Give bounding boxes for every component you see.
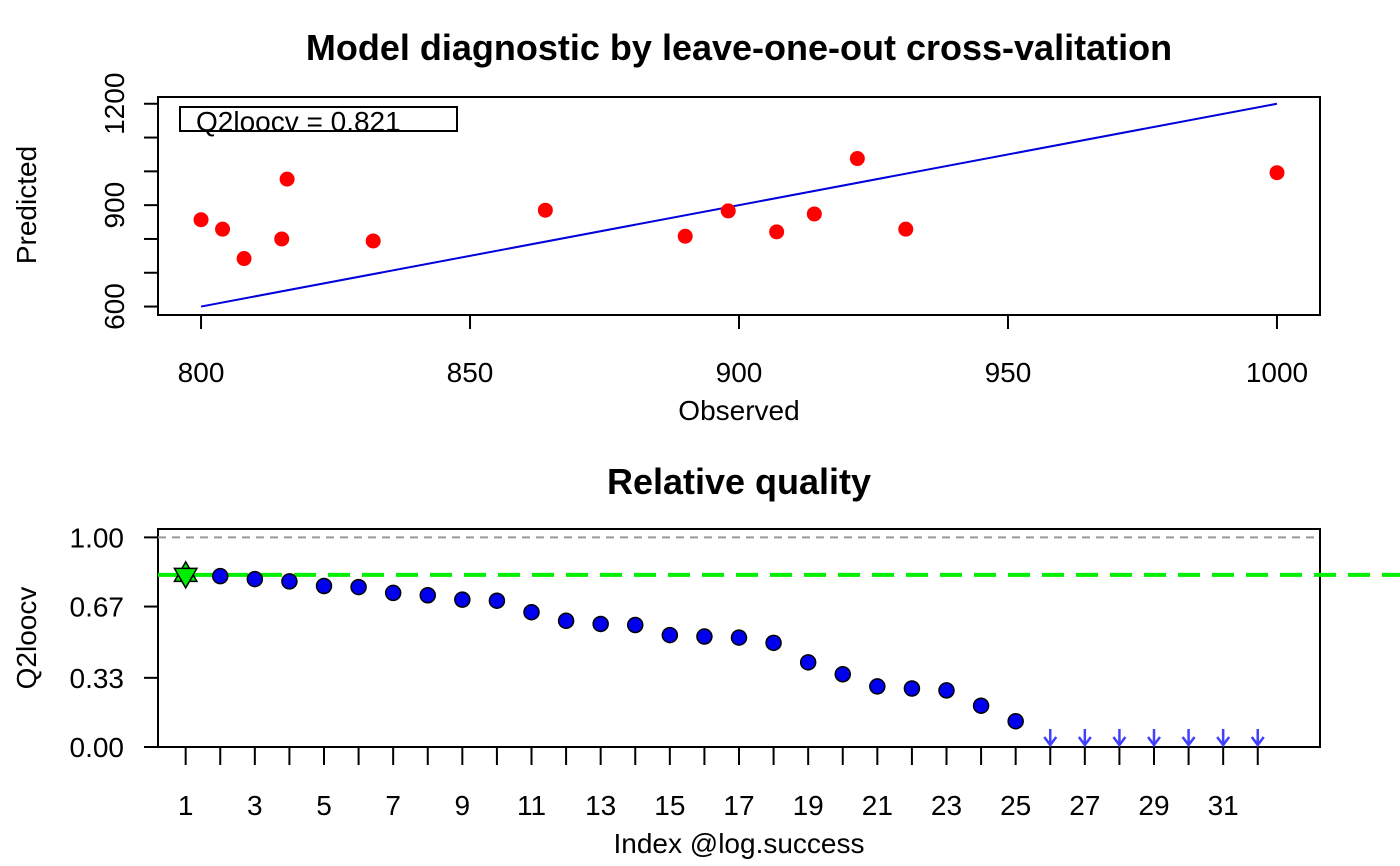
data-point xyxy=(557,612,575,630)
quality-title: Relative quality xyxy=(607,461,871,502)
x-tick-label: 1000 xyxy=(1246,357,1308,388)
data-point xyxy=(454,591,471,608)
data-point xyxy=(592,615,609,633)
y-tick-label: 600 xyxy=(99,283,130,330)
below-range-arrow-icon xyxy=(1043,729,1058,748)
data-point xyxy=(1007,712,1024,730)
x-tick-label: 19 xyxy=(793,790,824,821)
data-point xyxy=(720,203,736,219)
quality-x-label: Index @log.success xyxy=(614,828,865,859)
data-point xyxy=(350,578,367,596)
data-point xyxy=(315,577,333,595)
data-point xyxy=(849,151,865,167)
x-tick-label: 1 xyxy=(178,790,194,821)
diagnostic-y-label: Predicted xyxy=(11,146,42,264)
diagnostic-points xyxy=(193,151,1285,267)
quality-panel: Relative quality 1 3 5 7 9 11 13 15 17 19 21 23 25 27… xyxy=(11,461,1400,859)
data-point xyxy=(769,224,785,240)
x-tick-label: 11 xyxy=(517,790,546,821)
diagnostic-x-axis: 800 850 900 950 1000 xyxy=(178,314,1308,388)
legend-text: Q2loocv = 0.821 xyxy=(196,106,401,137)
x-tick-label: 29 xyxy=(1138,790,1169,821)
data-point xyxy=(627,616,644,634)
x-tick-label: 900 xyxy=(716,357,763,388)
y-tick-label: 0.67 xyxy=(70,592,125,623)
data-point xyxy=(212,567,229,585)
data-point xyxy=(274,231,290,247)
data-point xyxy=(365,233,381,249)
y-tick-label: 0.00 xyxy=(70,732,125,763)
data-point xyxy=(281,573,298,590)
data-point xyxy=(938,682,955,699)
data-point xyxy=(193,212,209,228)
quality-points xyxy=(173,560,1024,730)
x-tick-label: 25 xyxy=(1000,790,1031,821)
x-tick-label: 27 xyxy=(1069,790,1100,821)
data-point xyxy=(898,221,914,237)
data-point xyxy=(869,678,886,695)
y-tick-label: 900 xyxy=(99,182,130,229)
below-range-arrows xyxy=(1043,729,1265,748)
below-range-arrow-icon xyxy=(1147,729,1161,748)
diagnostic-legend: Q2loocv = 0.821 xyxy=(179,106,458,137)
diagnostic-panel: Model diagnostic by leave-one-out cross-… xyxy=(11,27,1321,426)
below-range-arrow-icon xyxy=(1181,729,1196,748)
data-point xyxy=(765,634,782,652)
y-tick-label: 0.33 xyxy=(70,663,125,694)
data-point xyxy=(696,628,713,645)
y-tick-label: 1200 xyxy=(99,73,130,135)
quality-x-axis: 1 3 5 7 9 11 13 15 17 19 21 23 25 27 29 31 xyxy=(178,746,1259,821)
below-range-arrow-icon xyxy=(1216,729,1231,748)
x-tick-label: 21 xyxy=(862,790,893,821)
x-tick-label: 5 xyxy=(316,790,332,821)
data-point xyxy=(903,680,921,697)
x-tick-label: 17 xyxy=(723,790,754,821)
x-tick-label: 950 xyxy=(985,357,1032,388)
diagnostic-y-axis: 600 900 1200 xyxy=(99,73,159,330)
data-point xyxy=(384,584,402,602)
data-point xyxy=(806,206,822,222)
identity-line xyxy=(200,102,1278,308)
data-point xyxy=(1269,165,1285,181)
data-point xyxy=(236,251,252,267)
data-point xyxy=(661,626,679,644)
x-tick-label: 31 xyxy=(1208,790,1239,821)
y-tick-label: 1.00 xyxy=(70,522,125,553)
data-point xyxy=(677,228,693,244)
data-point xyxy=(279,171,295,187)
diagnostic-title: Model diagnostic by leave-one-out cross-… xyxy=(306,27,1172,68)
data-point xyxy=(799,654,817,671)
x-tick-label: 15 xyxy=(654,790,685,821)
data-point xyxy=(730,629,748,646)
best-point-marker xyxy=(173,567,199,590)
data-point xyxy=(972,697,990,714)
diagnostic-x-label: Observed xyxy=(678,395,799,426)
data-point xyxy=(488,592,506,609)
legend-box xyxy=(179,106,458,132)
data-point xyxy=(537,202,553,218)
quality-y-label: Q2loocv xyxy=(11,587,42,690)
x-tick-label: 23 xyxy=(931,790,962,821)
data-point xyxy=(419,586,436,604)
x-tick-label: 850 xyxy=(447,357,494,388)
x-tick-label: 9 xyxy=(455,790,471,821)
x-tick-label: 800 xyxy=(178,357,225,388)
data-point xyxy=(246,570,264,588)
data-point xyxy=(523,603,540,621)
below-range-arrow-icon xyxy=(1112,729,1127,748)
x-tick-label: 7 xyxy=(385,790,401,821)
below-range-arrow-icon xyxy=(1250,729,1265,748)
below-range-arrow-icon xyxy=(1077,729,1092,748)
x-tick-label: 13 xyxy=(585,790,616,821)
data-point xyxy=(834,666,851,683)
data-point xyxy=(215,221,231,237)
x-tick-label: 3 xyxy=(247,790,263,821)
quality-y-axis: 0.00 0.33 0.67 1.00 xyxy=(70,522,159,763)
